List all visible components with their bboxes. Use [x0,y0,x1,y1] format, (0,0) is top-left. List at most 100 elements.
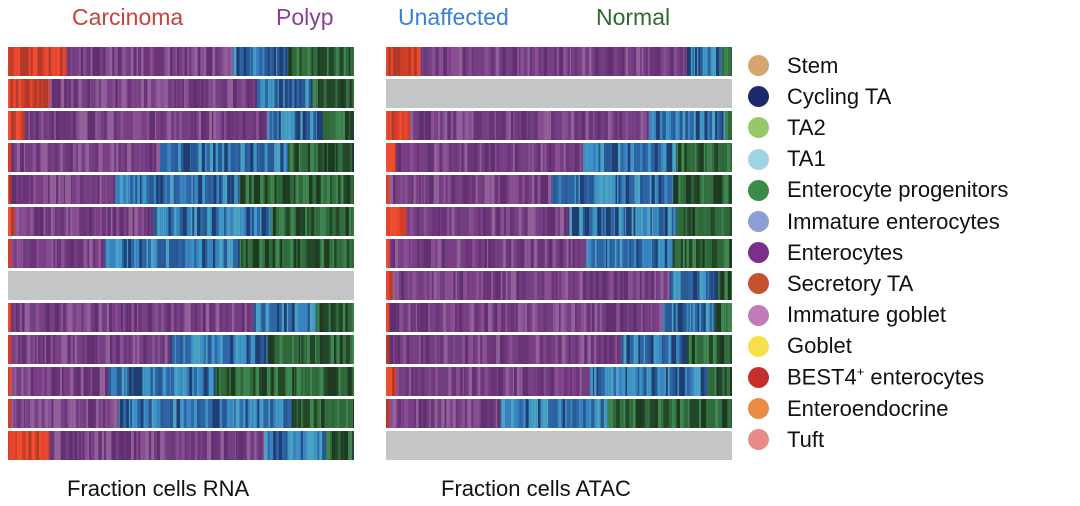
bar-segment-unaffected [108,367,216,396]
bar-segment-carcinoma [8,303,12,332]
legend-swatch [748,242,769,264]
bar-segment-normal [721,47,732,76]
legend-item: Enteroendocrine [748,393,1078,424]
bar-segment-polyp [389,175,553,204]
legend-swatch [748,429,769,451]
bar-segment-normal [714,303,732,332]
legend-label: Secretory TA [787,270,914,296]
empty-sample-bar [386,431,732,460]
legend-item: Immature goblet [748,300,1078,331]
bar-segment-unaffected [552,175,674,204]
bar-segment-normal [312,79,354,108]
legend-swatch [748,117,769,139]
bar-segment-polyp [11,303,254,332]
legend-item: BEST4+ enterocytes [748,362,1078,393]
bar-segment-carcinoma [386,175,390,204]
legend-swatch [748,148,769,170]
bar-segment-polyp [406,207,570,236]
bar-segment-unaffected [621,335,688,364]
bar-segment-unaffected [267,111,323,140]
legend-item: TA1 [748,144,1078,175]
bar-segment-normal [676,143,732,172]
bar-segment-normal [288,143,354,172]
bar-segment-carcinoma [386,271,393,300]
bar-segment-carcinoma [386,399,390,428]
legend-item: Enterocytes [748,237,1078,268]
bar-segment-normal [725,111,732,140]
bar-segment-carcinoma [386,239,390,268]
bar-segment-normal [673,239,732,268]
legend-label: TA1 [787,146,826,172]
empty-sample-bar [386,79,732,108]
bar-segment-polyp [11,367,109,396]
bar-segment-polyp [410,111,649,140]
bar-segment-normal [326,431,354,460]
legend-item: Goblet [748,331,1078,362]
bar-segment-normal [673,175,732,204]
bar-segment-normal [707,367,732,396]
bar-segment-unaffected [253,303,316,332]
legend-label: Enteroendocrine [787,395,949,421]
bar-segment-unaffected [586,239,674,268]
legend-label: Enterocytes [787,239,904,265]
bar-segment-carcinoma [8,335,12,364]
bar-segment-unaffected [115,175,240,204]
bar-segment-unaffected [160,143,289,172]
bar-segment-polyp [396,143,584,172]
bar-segment-polyp [49,431,265,460]
bar-segment-polyp [389,399,501,428]
bar-segment-unaffected [104,239,240,268]
bar-segment-unaffected [232,47,289,76]
atac-chart-label: Fraction cells ATAC [441,476,631,501]
bar-segment-normal [322,111,354,140]
bar-segment-unaffected [170,335,268,364]
header-label-carcinoma: Carcinoma [72,4,184,30]
bar-segment-carcinoma [8,111,26,140]
bar-segment-carcinoma [8,431,50,460]
bar-segment-carcinoma [8,175,12,204]
bar-segment-polyp [11,399,119,428]
bar-segment-polyp [11,143,161,172]
bar-segment-polyp [396,367,591,396]
bar-segment-unaffected [583,143,677,172]
bar-segment-normal [267,335,354,364]
bar-segment-unaffected [153,207,271,236]
bar-segment-normal [607,399,732,428]
header-label-polyp: Polyp [276,4,334,30]
bar-segment-normal [676,207,732,236]
bar-segment-polyp [420,47,688,76]
legend-label: Stem [787,52,839,78]
legend-label: Enterocyte progenitors [787,177,1009,203]
bar-segment-carcinoma [8,239,12,268]
legend-label: TA2 [787,114,826,140]
legend-item: Immature enterocytes [748,206,1078,237]
legend-swatch [748,273,769,295]
bar-segment-normal [291,399,354,428]
bar-segment-unaffected [648,111,726,140]
bar-segment-polyp [392,271,670,300]
legend-swatch [748,304,769,326]
bar-segment-polyp [389,239,587,268]
bar-segment-unaffected [257,79,313,108]
legend-item: Stem [748,50,1078,81]
legend-item: TA2 [748,112,1078,143]
atac-chart-svg [386,47,732,460]
empty-sample-bar [8,271,354,300]
bar-segment-normal [687,335,732,364]
bar-segment-normal [270,207,354,236]
bar-segment-carcinoma [386,143,397,172]
bar-segment-carcinoma [8,367,12,396]
legend-swatch [748,86,769,108]
header-label-normal: Normal [596,4,671,30]
bar-segment-carcinoma [386,335,390,364]
header-label-unaffected: Unaffected [398,4,509,30]
bar-segment-carcinoma [8,79,50,108]
bar-segment-polyp [25,111,268,140]
bar-segment-carcinoma [8,399,12,428]
legend-label: BEST4+ enterocytes [787,364,985,390]
bar-segment-normal [288,47,354,76]
bar-segment-carcinoma [8,207,15,236]
legend-swatch [748,366,769,388]
bar-segment-unaffected [662,303,715,332]
legend-item: Enterocyte progenitors [748,175,1078,206]
